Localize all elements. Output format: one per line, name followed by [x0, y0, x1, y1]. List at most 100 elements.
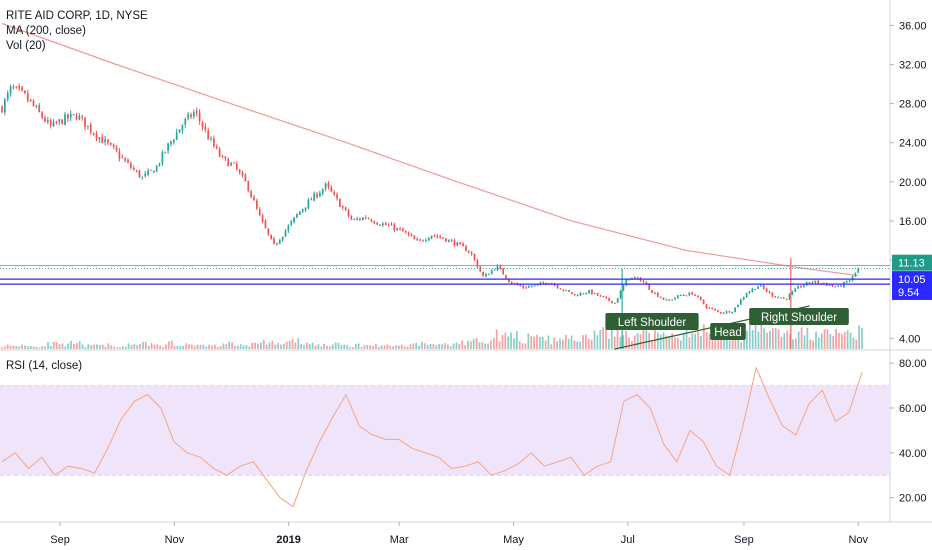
- volume-bar: [306, 342, 308, 349]
- candle-body: [213, 138, 215, 147]
- volume-bar: [366, 345, 369, 349]
- volume-bar: [142, 341, 144, 349]
- volume-bar: [654, 329, 656, 349]
- candle-body: [399, 228, 401, 230]
- volume-bar: [340, 345, 343, 349]
- candle-body: [450, 240, 453, 242]
- volume-bar: [812, 340, 814, 349]
- candle-body: [396, 228, 399, 230]
- volume-bar: [751, 330, 754, 349]
- volume-bar: [32, 346, 35, 349]
- volume-bar: [202, 344, 205, 349]
- candle-body: [662, 297, 665, 300]
- candle-body: [505, 274, 507, 279]
- candle-body: [44, 117, 46, 122]
- candle-body: [545, 282, 547, 284]
- volume-bar: [245, 345, 248, 349]
- price-levels[interactable]: [0, 265, 890, 285]
- candle-body: [201, 122, 204, 128]
- volume-bar: [303, 344, 305, 349]
- volume-bar: [127, 343, 130, 349]
- volume-bar: [576, 341, 579, 349]
- volume-bar: [331, 344, 334, 349]
- volume-bar: [21, 344, 23, 349]
- volume-bar: [44, 346, 47, 349]
- volume-bar: [208, 344, 210, 349]
- candle-body: [109, 143, 112, 145]
- candle-body: [565, 289, 568, 291]
- volume-bar: [737, 338, 740, 349]
- candle-body: [762, 285, 765, 289]
- head-shoulders-pattern[interactable]: Left Shoulder Head Right Shoulder: [605, 305, 849, 350]
- volume-bar: [619, 336, 622, 349]
- volume-bar: [87, 344, 90, 349]
- volume-bar: [769, 330, 771, 349]
- x-tick-label: Sep: [50, 534, 70, 546]
- tag-level-upper-text: 10.05: [898, 274, 926, 286]
- candle-body: [467, 251, 470, 253]
- volume-bar: [593, 330, 596, 349]
- candle-body: [453, 240, 456, 246]
- y-tick-label: 36.00: [899, 20, 927, 32]
- volume-bar: [608, 338, 610, 349]
- label-right-shoulder-bg: [749, 308, 849, 325]
- candle-body: [35, 106, 38, 108]
- volume-bar: [41, 346, 44, 349]
- volume-bar: [193, 345, 196, 349]
- candle-body: [613, 302, 616, 304]
- volume-bar: [130, 344, 133, 349]
- candle-body: [75, 115, 78, 120]
- candle-body: [602, 295, 605, 298]
- volume-bar: [688, 337, 691, 349]
- volume-bar: [265, 344, 268, 349]
- candle-body: [210, 138, 212, 140]
- volume-bar: [435, 345, 438, 349]
- candle-body: [656, 293, 659, 297]
- volume-bar: [786, 330, 789, 349]
- volume-bar: [262, 339, 265, 349]
- candle-body: [802, 285, 805, 288]
- volume-bar: [622, 335, 625, 349]
- volume-bar: [297, 338, 300, 349]
- candle-body: [691, 292, 694, 295]
- label-right-shoulder[interactable]: Right Shoulder: [749, 308, 849, 325]
- candle-body: [261, 215, 264, 222]
- candle-body: [132, 167, 135, 170]
- candle-body: [64, 114, 66, 125]
- volume-bar: [628, 337, 630, 349]
- candle-body: [207, 130, 210, 140]
- candle-body: [287, 225, 290, 231]
- candle-body: [820, 282, 822, 284]
- candle-body: [765, 288, 768, 292]
- candle-body: [470, 252, 473, 255]
- y-tick-label: 28.00: [899, 99, 927, 111]
- volume-bar: [323, 343, 326, 349]
- volume-bar: [567, 338, 570, 349]
- volume-bar: [645, 330, 648, 349]
- volume-bar: [386, 344, 389, 349]
- volume-bar: [472, 339, 475, 349]
- candle-body: [636, 277, 639, 279]
- candle-body: [327, 183, 330, 187]
- volume-bar: [616, 327, 619, 349]
- volume-bar: [556, 341, 558, 349]
- candle-body: [499, 265, 502, 269]
- label-head[interactable]: Head: [710, 323, 746, 340]
- volume-bar: [659, 334, 662, 349]
- ma-200-line: [1, 22, 859, 277]
- candle-body: [734, 307, 736, 312]
- volume-bar: [165, 344, 167, 349]
- candle-body: [301, 209, 304, 212]
- candle-body: [676, 295, 679, 299]
- label-left-shoulder[interactable]: Left Shoulder: [605, 313, 699, 330]
- volume-bar: [849, 332, 852, 349]
- price-candles[interactable]: [1, 83, 860, 315]
- candle-body: [708, 307, 711, 309]
- candle-body: [413, 235, 416, 240]
- volume-bar: [728, 340, 731, 349]
- volume-bar: [642, 329, 645, 349]
- volume-bar: [544, 340, 547, 349]
- candle-body: [115, 147, 118, 151]
- volume-bar: [67, 343, 70, 349]
